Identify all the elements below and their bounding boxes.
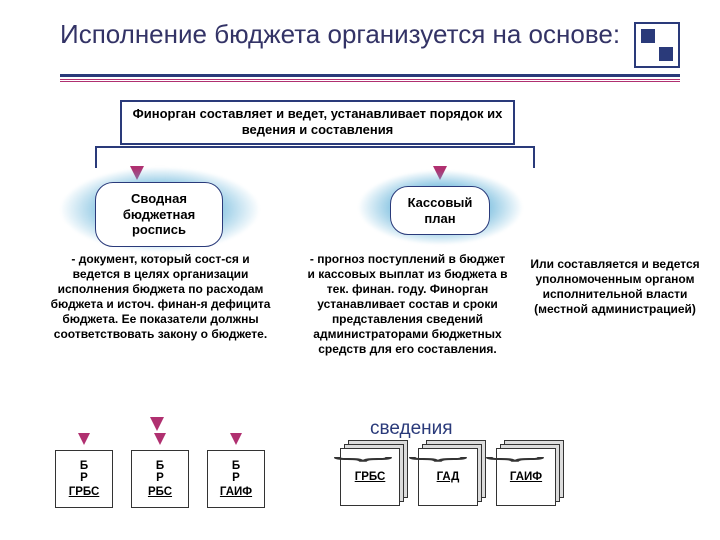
- connector-bracket: [95, 146, 535, 168]
- allocator-card: БРГРБС: [55, 450, 113, 508]
- logo-icon: [634, 22, 680, 68]
- top-statement-box: Финорган составляет и ведет, устанавлива…: [120, 100, 515, 145]
- card-row-left: БРГРБС БРРБС БРГАИФ: [55, 450, 265, 508]
- node-svodnaya-rospis: Сводная бюджетная роспись: [95, 182, 223, 247]
- title-underline: [60, 74, 680, 82]
- brace-icon: ⏟: [333, 435, 393, 460]
- node-kassovyi-plan: Кассовый план: [390, 186, 490, 235]
- description-left: - документ, который сост-ся и ведется в …: [48, 252, 273, 342]
- allocator-card: БРГАИФ: [207, 450, 265, 508]
- brace-icon: ⏟: [408, 435, 468, 460]
- description-right: Или составляется и ведется уполномоченны…: [530, 257, 700, 317]
- slide-title: Исполнение бюджета организуется на основ…: [60, 18, 634, 51]
- allocator-card: БРРБС: [131, 450, 189, 508]
- arrow-down-icon: [150, 417, 164, 431]
- description-middle: - прогноз поступлений в бюджет и кассовы…: [305, 252, 510, 357]
- brace-icon: ⏟: [485, 435, 545, 460]
